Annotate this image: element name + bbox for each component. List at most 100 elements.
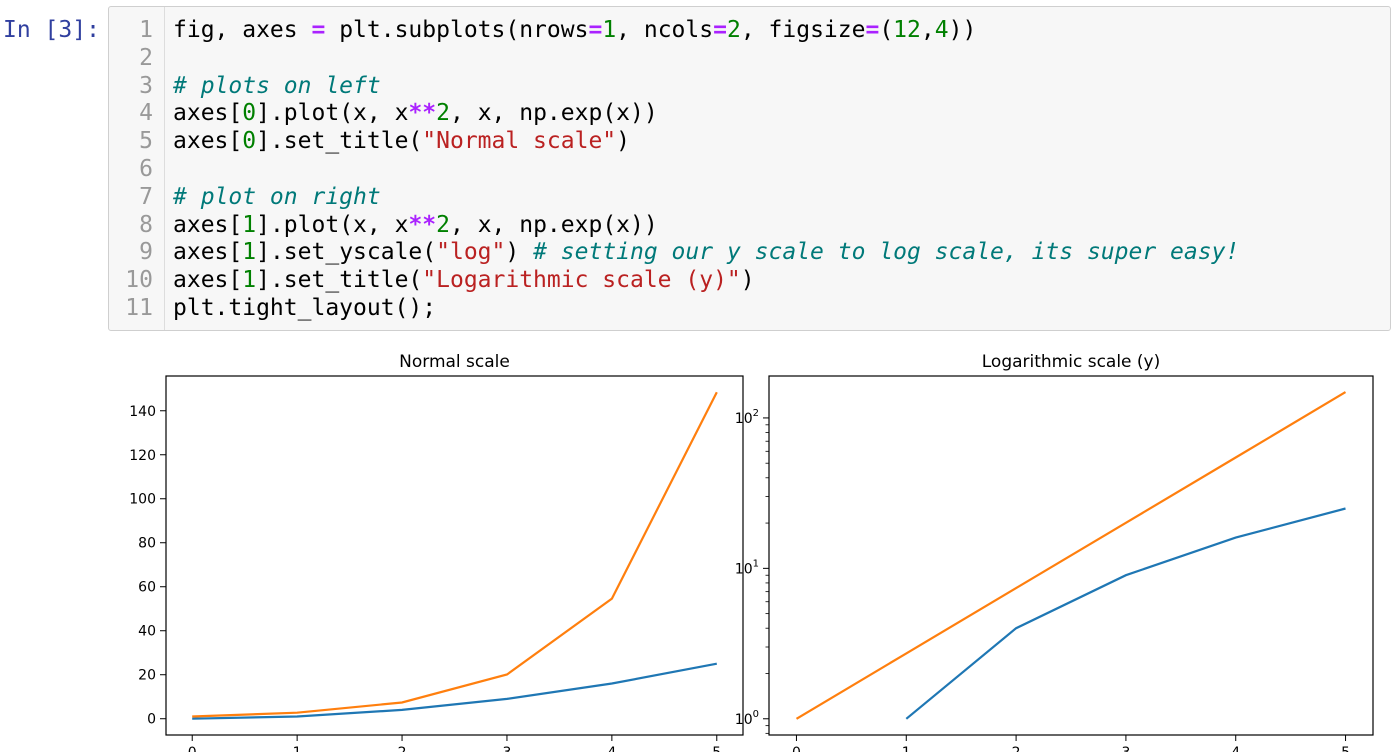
- y-tick-label: 120: [129, 448, 156, 464]
- code-token: 2: [436, 211, 450, 238]
- code-token: ): [505, 239, 534, 266]
- code-token: =: [588, 17, 603, 43]
- series-line-2: [795, 391, 1347, 720]
- code-line: axes[0].set_title("Normal scale"): [173, 128, 1239, 156]
- code-token: ].plot(x, x: [256, 100, 409, 127]
- y-tick-label: 100: [735, 709, 759, 728]
- line-number: 2: [139, 44, 153, 71]
- code-token: , x, np.exp(x)): [450, 100, 658, 127]
- line-number: 5: [139, 128, 153, 155]
- line-number: 3: [139, 72, 153, 99]
- axes-frame: [768, 375, 1374, 736]
- line-number: 1: [139, 17, 153, 43]
- line-number: 8: [139, 211, 153, 238]
- code-line: # plot on right: [173, 184, 1239, 212]
- code-token: , ncols: [616, 17, 714, 43]
- code-token: 1: [602, 17, 617, 43]
- x-tick-label: 4: [1231, 745, 1240, 752]
- code-token: 12: [893, 17, 921, 43]
- line-number: 10: [125, 267, 153, 294]
- code-token: axes[: [173, 211, 243, 238]
- y-tick-label: 102: [735, 408, 759, 427]
- code-line: # plots on left: [173, 73, 1239, 101]
- code-token: 1: [242, 211, 257, 238]
- x-tick-label: 4: [607, 745, 616, 752]
- code-token: axes[: [173, 267, 243, 294]
- cell-prompt: In [3]:: [3, 17, 100, 43]
- y-tick-base: 10: [735, 712, 753, 728]
- y-tick-label: 60: [138, 580, 156, 596]
- code-line: axes[1].plot(x, x**2, x, np.exp(x)): [173, 212, 1239, 240]
- code-token: ): [616, 128, 631, 155]
- y-tick-label: 140: [129, 404, 156, 420]
- code-line: axes[1].set_yscale("log") # setting our …: [173, 239, 1239, 267]
- x-tick-label: 3: [502, 745, 511, 752]
- code-token: **: [408, 100, 437, 127]
- y-tick-label: 40: [138, 624, 156, 640]
- code-token: ): [740, 267, 755, 294]
- x-tick-label: 0: [188, 745, 197, 752]
- chart-title: Logarithmic scale (y): [982, 352, 1161, 372]
- code-token: 2: [726, 17, 741, 43]
- code-token: )): [948, 17, 977, 43]
- y-tick-base: 10: [735, 561, 753, 577]
- code-token: 1: [242, 267, 257, 294]
- code-editor[interactable]: fig, axes = plt.subplots(nrows=1, ncols=…: [173, 17, 1239, 323]
- code-cell[interactable]: 1 2 3 4 5 6 7 8 9 10 11 fig, axes = plt.subplots(n…: [108, 6, 1391, 331]
- y-tick-exponent: 2: [753, 408, 759, 419]
- y-tick-label: 0: [147, 712, 156, 728]
- code-token: =: [865, 17, 880, 43]
- series-line-1: [192, 662, 718, 720]
- code-token: =: [713, 17, 727, 43]
- line-number: 7: [139, 183, 153, 210]
- chart-title: Normal scale: [399, 352, 510, 372]
- code-token: # setting our y scale to log scale, its …: [533, 239, 1240, 266]
- x-tick-label: 0: [792, 745, 801, 752]
- code-token: **: [408, 211, 437, 238]
- x-tick-label: 1: [293, 745, 302, 752]
- code-token: # plot on right: [173, 183, 381, 210]
- x-tick-label: 3: [1121, 745, 1130, 752]
- line-number: 11: [125, 294, 153, 321]
- chart-1: Normal scale 0 1 2 3 4 5 0 20 40 60 80 100 120 140: [129, 352, 744, 752]
- code-token: 1: [242, 239, 257, 266]
- y-tick-label: 20: [138, 668, 156, 684]
- code-token: =: [311, 17, 326, 43]
- code-token: axes[: [173, 239, 243, 266]
- code-line: axes[0].plot(x, x**2, x, np.exp(x)): [173, 100, 1239, 128]
- line-numbers: 1 2 3 4 5 6 7 8 9 10 11: [109, 17, 153, 323]
- y-tick-base: 10: [735, 411, 753, 427]
- code-token: ].set_title(: [256, 128, 423, 155]
- code-token: 4: [934, 17, 949, 43]
- code-token: ].set_title(: [256, 267, 423, 294]
- line-number-gutter: 1 2 3 4 5 6 7 8 9 10 11: [109, 7, 165, 330]
- line-number: 4: [139, 100, 153, 127]
- chart-2: Logarithmic scale (y)012345100101102: [735, 352, 1374, 752]
- code-token: ].set_yscale(: [256, 239, 437, 266]
- code-token: ].plot(x, x: [256, 211, 409, 238]
- y-tick-label: 101: [735, 558, 759, 577]
- code-token: axes[: [173, 100, 243, 127]
- code-line: plt.tight_layout();: [173, 295, 1239, 323]
- code-token: 2: [436, 100, 450, 127]
- code-token: "Normal scale": [422, 128, 617, 155]
- code-token: (: [879, 17, 894, 43]
- code-line: axes[1].set_title("Logarithmic scale (y)…: [173, 267, 1239, 295]
- code-token: ,: [920, 17, 935, 43]
- line-number: 9: [139, 239, 153, 266]
- code-line: fig, axes = plt.subplots(nrows=1, ncols=…: [173, 17, 1239, 45]
- code-token: plt.tight_layout();: [173, 294, 437, 321]
- code-token: plt.subplots(nrows: [325, 17, 589, 43]
- y-tick-label: 100: [129, 492, 156, 508]
- x-tick-label: 5: [712, 745, 721, 752]
- code-token: , x, np.exp(x)): [450, 211, 658, 238]
- code-token: 0: [242, 100, 257, 127]
- x-tick-label: 2: [398, 745, 407, 752]
- x-tick-label: 1: [902, 745, 911, 752]
- series-line-2: [192, 391, 718, 718]
- series-line-1: [905, 507, 1346, 720]
- y-tick-label: 80: [138, 536, 156, 552]
- code-token: axes[: [173, 128, 243, 155]
- code-token: 0: [242, 128, 257, 155]
